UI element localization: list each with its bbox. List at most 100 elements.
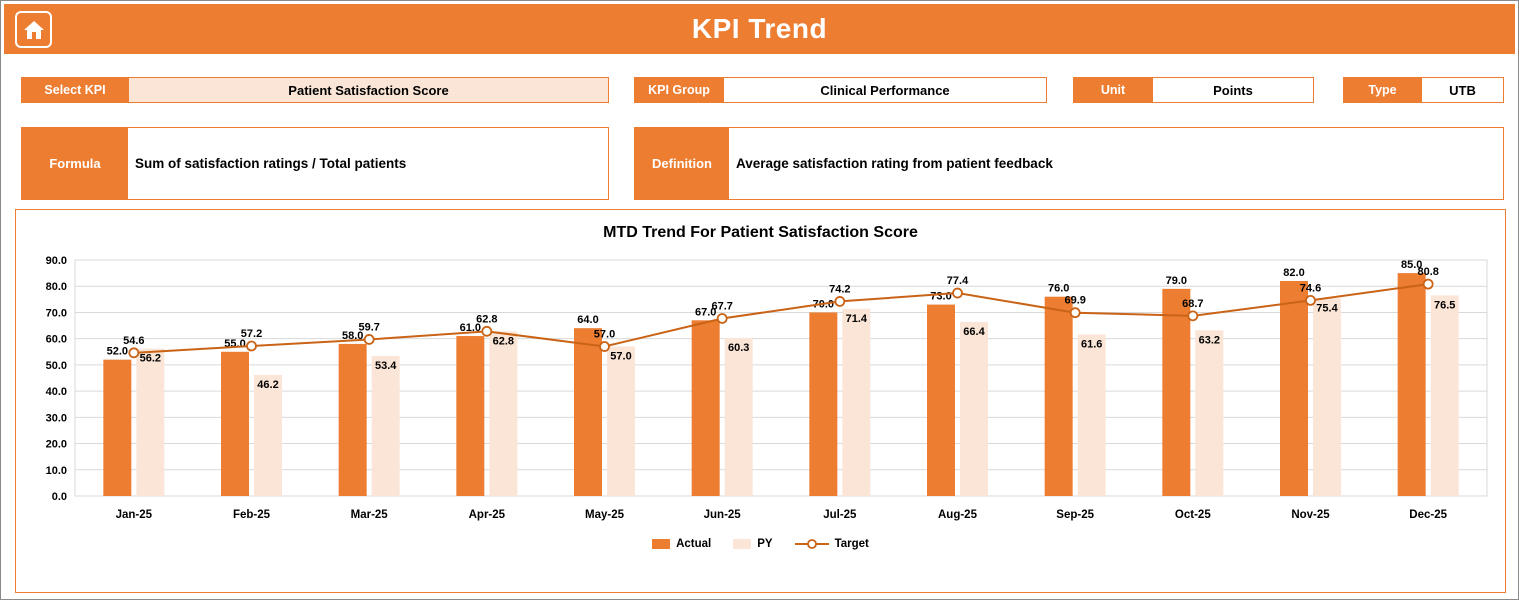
target-data-label: 80.8: [1417, 266, 1438, 278]
x-axis-label: Apr-25: [468, 509, 505, 521]
unit-field: Unit Points: [1073, 77, 1314, 103]
bar-actual: [573, 328, 602, 496]
legend-swatch-actual: [652, 539, 671, 549]
type-field: Type UTB: [1343, 77, 1504, 103]
formula-box: Formula Sum of satisfaction ratings / To…: [21, 127, 609, 200]
bar-py: [135, 348, 164, 496]
x-axis-label: Aug-25: [938, 509, 978, 521]
actual-data-label: 79.0: [1165, 275, 1186, 287]
py-data-label: 60.3: [727, 342, 748, 354]
x-axis-label: Mar-25: [350, 509, 388, 521]
target-marker: [127, 347, 139, 359]
y-axis-tick: 40.0: [45, 386, 66, 398]
unit-value: Points: [1153, 77, 1314, 103]
target-data-label: 67.7: [711, 300, 732, 312]
py-data-label: 53.4: [374, 360, 396, 372]
target-marker: [951, 287, 963, 299]
target-marker: [363, 334, 375, 345]
chart-legend: Actual PY Target: [16, 538, 1505, 550]
y-axis-tick: 60.0: [45, 334, 66, 346]
formula-text: Sum of satisfaction ratings / Total pati…: [135, 156, 407, 171]
y-axis-tick: 20.0: [45, 439, 66, 451]
formula-label: Formula: [22, 128, 128, 199]
target-marker: [716, 313, 728, 324]
py-data-label: 46.2: [257, 379, 278, 391]
bar-actual: [691, 320, 720, 496]
select-kpi-value[interactable]: Patient Satisfaction Score: [129, 77, 609, 103]
py-data-label: 57.0: [610, 351, 631, 363]
bar-actual: [1161, 288, 1190, 496]
legend-item-py: PY: [733, 538, 773, 550]
plot-border: [74, 259, 1487, 497]
bar-actual: [220, 351, 249, 496]
bar-py: [371, 355, 400, 496]
target-marker: [1304, 294, 1316, 306]
py-data-label: 71.4: [845, 313, 867, 325]
x-axis-label: Jun-25: [703, 509, 741, 521]
target-data-label: 77.4: [946, 275, 968, 287]
py-data-label: 76.5: [1433, 299, 1454, 311]
target-data-label: 62.8: [476, 313, 497, 325]
y-axis-tick: 10.0: [45, 465, 66, 477]
legend-item-target: Target: [794, 538, 869, 550]
target-marker: [598, 341, 610, 352]
bar-py: [724, 337, 753, 496]
chart-title: MTD Trend For Patient Satisfaction Score: [603, 224, 918, 241]
x-axis-label: Jan-25: [115, 509, 152, 521]
actual-data-label: 64.0: [577, 314, 598, 326]
bar-py: [1312, 298, 1341, 496]
x-axis-label: Jul-25: [823, 509, 857, 521]
actual-data-label: 67.0: [694, 306, 715, 318]
kpi-group-value: Clinical Performance: [724, 77, 1047, 103]
py-data-label: 56.2: [139, 353, 160, 365]
y-axis-tick: 70.0: [45, 307, 66, 319]
chart-card: MTD Trend For Patient Satisfaction Score…: [15, 209, 1506, 593]
bar-actual: [338, 343, 367, 496]
legend-label: PY: [757, 538, 773, 550]
target-data-label: 57.0: [593, 329, 614, 341]
kpi-group-label: KPI Group: [634, 77, 724, 103]
target-data-label: 69.9: [1064, 295, 1085, 307]
target-data-label: 57.2: [240, 328, 261, 340]
bar-py: [959, 321, 988, 496]
y-axis-tick: 30.0: [45, 412, 66, 424]
bar-py: [1077, 334, 1106, 496]
x-axis-label: Nov-25: [1291, 509, 1330, 521]
legend-label: Target: [834, 538, 869, 550]
definition-label: Definition: [635, 128, 729, 199]
actual-data-label: 85.0: [1400, 259, 1421, 271]
legend-line-marker: [794, 539, 829, 549]
py-data-label: 75.4: [1316, 302, 1338, 314]
kpi-group-field: KPI Group Clinical Performance: [634, 77, 1047, 103]
legend-item-actual: Actual: [652, 538, 711, 550]
bar-actual: [808, 312, 837, 496]
actual-data-label: 76.0: [1047, 283, 1068, 295]
y-axis-tick: 50.0: [45, 360, 66, 372]
definition-text: Average satisfaction rating from patient…: [736, 156, 1053, 171]
x-axis-label: Dec-25: [1409, 509, 1447, 521]
home-icon: [23, 20, 44, 39]
bar-actual: [102, 359, 131, 496]
kpi-trend-chart: 0.0 10.0 20.0 30.0 40.0 50.0 60.0 70.0 80.0 90.0 5…: [45, 255, 1487, 521]
target-data-label: 68.7: [1182, 298, 1203, 310]
py-data-label: 62.8: [492, 335, 513, 347]
bar-actual: [1397, 273, 1426, 496]
header-bar: KPI Trend: [4, 4, 1515, 54]
target-data-label: 54.6: [123, 335, 144, 347]
actual-data-label: 58.0: [341, 330, 362, 342]
py-data-label: 61.6: [1080, 338, 1101, 350]
target-marker: [1186, 310, 1198, 322]
target-line: [133, 283, 1428, 354]
home-button[interactable]: [15, 11, 52, 48]
target-marker: [833, 296, 845, 307]
bar-py: [1194, 330, 1223, 496]
x-axis-label: Oct-25: [1174, 509, 1210, 521]
target-data-label: 74.2: [829, 283, 850, 295]
x-axis-label: Sep-25: [1056, 509, 1094, 521]
type-value: UTB: [1422, 77, 1504, 103]
bar-py: [488, 331, 517, 496]
target-data-label: 59.7: [358, 321, 379, 333]
x-axis-label: Feb-25: [232, 509, 270, 521]
select-kpi-label: Select KPI: [21, 77, 129, 103]
